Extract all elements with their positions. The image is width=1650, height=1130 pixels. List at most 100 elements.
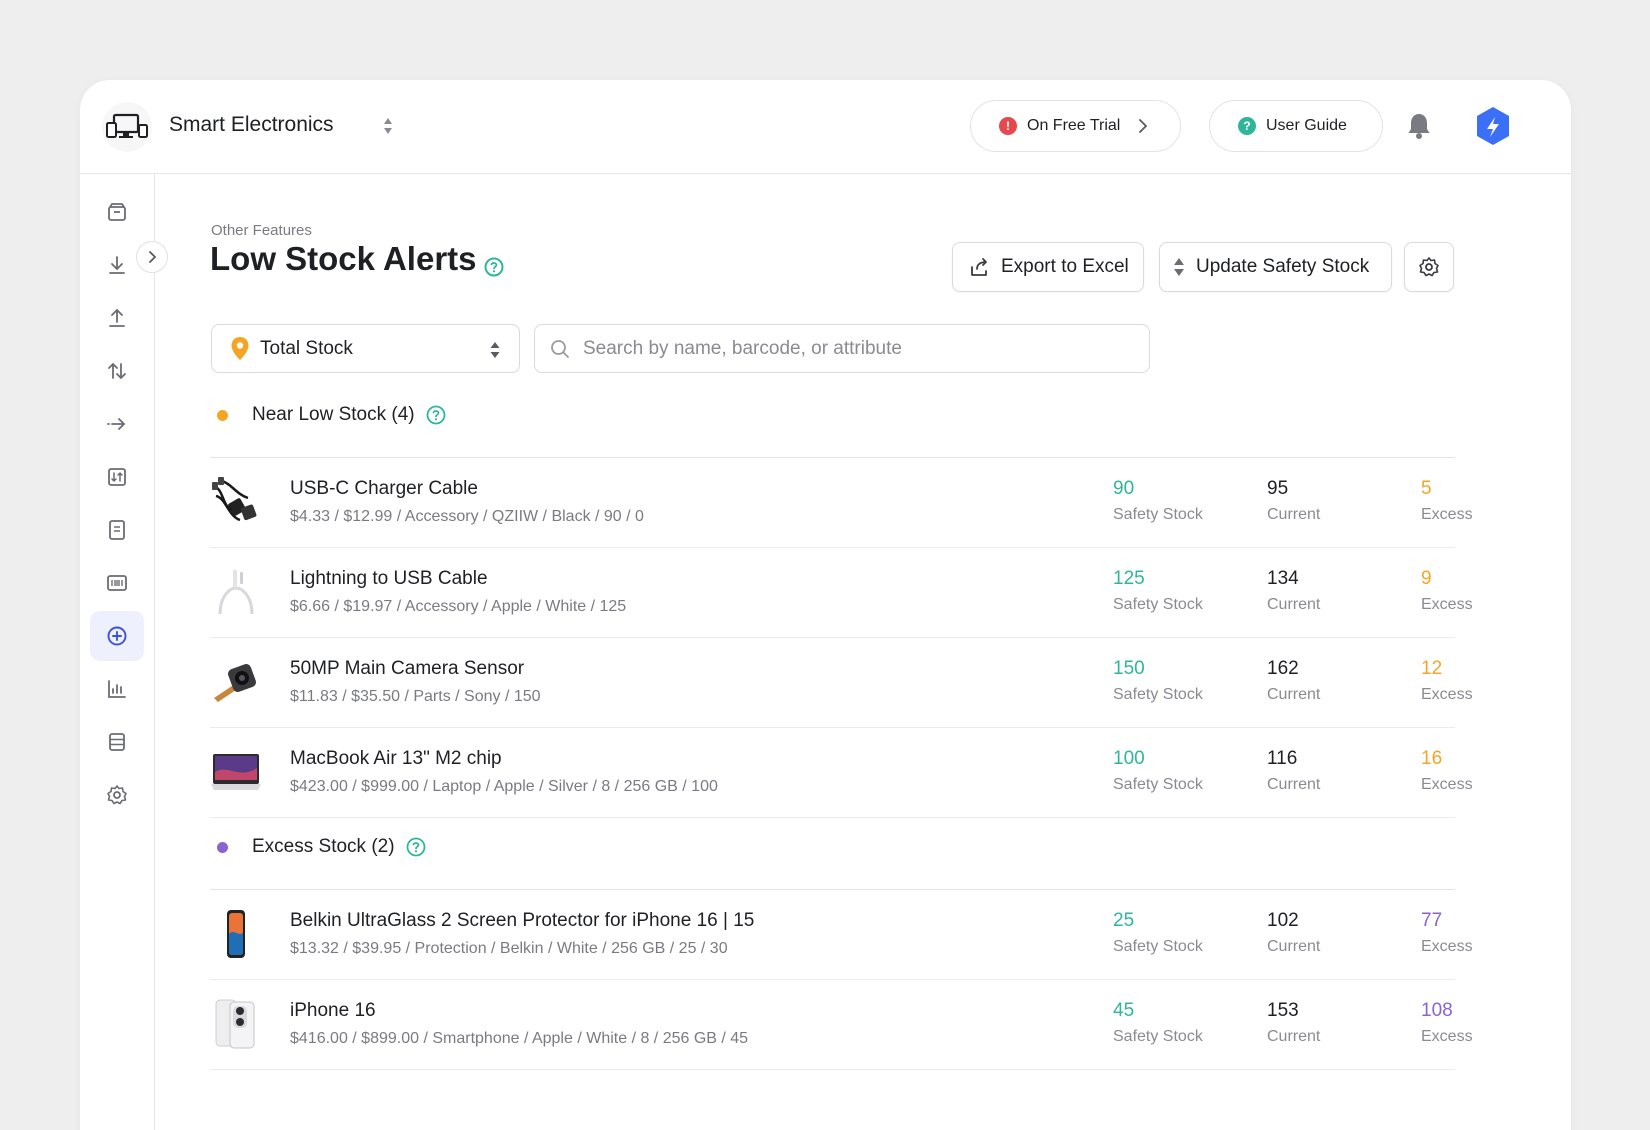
search-field[interactable]	[534, 324, 1150, 373]
bell-icon[interactable]	[1407, 112, 1431, 140]
safety-stock-value: 90	[1113, 478, 1135, 499]
sidebar-item-reports[interactable]	[90, 664, 144, 714]
current-stock-value: 162	[1267, 658, 1299, 679]
sidebar-item-transfer[interactable]	[90, 346, 144, 396]
status-dot	[217, 841, 228, 853]
product-name[interactable]: 50MP Main Camera Sensor	[290, 658, 525, 679]
excess-stock-cell: 12 Excess	[1421, 658, 1473, 704]
box-icon	[108, 203, 126, 221]
sidebar-item-stock-in[interactable]	[90, 240, 144, 290]
product-thumbnail	[210, 906, 262, 962]
safety-stock-value: 150	[1113, 658, 1145, 679]
store-switcher[interactable]	[380, 110, 396, 142]
settings-icon	[107, 785, 127, 805]
sidebar-item-low-stock[interactable]	[90, 611, 144, 661]
excess-stock-label: Excess	[1421, 1028, 1473, 1045]
search-input[interactable]	[583, 337, 1123, 360]
current-stock-value: 116	[1267, 748, 1298, 769]
help-circle-icon[interactable]	[425, 404, 447, 426]
safety-stock-cell: 150 Safety Stock	[1113, 658, 1203, 704]
sidebar-collapse-button[interactable]	[136, 241, 168, 273]
table-row[interactable]: USB-C Charger Cable $4.33 / $12.99 / Acc…	[210, 458, 1473, 548]
store-logo[interactable]	[102, 102, 152, 152]
current-stock-label: Current	[1267, 686, 1321, 703]
product-name[interactable]: USB-C Charger Cable	[290, 478, 478, 499]
current-stock-cell: 116 Current	[1267, 748, 1320, 794]
section-divider	[210, 889, 1455, 890]
help-circle-icon[interactable]	[483, 256, 505, 278]
iphone-image	[215, 999, 255, 1049]
current-stock-value: 134	[1267, 568, 1299, 589]
excess-stock-cell: 9 Excess	[1421, 568, 1473, 614]
product-name[interactable]: iPhone 16	[290, 1000, 376, 1021]
current-stock-cell: 95 Current	[1267, 478, 1320, 524]
safety-stock-label: Safety Stock	[1113, 776, 1203, 793]
table-row[interactable]: iPhone 16 $416.00 / $899.00 / Smartphone…	[210, 980, 1473, 1070]
excess-stock-value: 77	[1421, 910, 1443, 931]
safety-stock-cell: 25 Safety Stock	[1113, 910, 1203, 956]
excess-stock-cell: 16 Excess	[1421, 748, 1473, 794]
sidebar-item-inventory[interactable]	[90, 187, 144, 237]
sidebar-item-barcode[interactable]	[90, 558, 144, 608]
safety-stock-value: 125	[1113, 568, 1145, 589]
free-trial-label: On Free Trial	[1027, 117, 1121, 134]
breadcrumb[interactable]: Other Features	[211, 222, 312, 239]
table-row[interactable]: Lightning to USB Cable $6.66 / $19.97 / …	[210, 548, 1473, 638]
screen-protector-image	[227, 910, 245, 958]
product-name[interactable]: Lightning to USB Cable	[290, 568, 488, 589]
excess-stock-value: 5	[1421, 478, 1432, 499]
product-meta: $4.33 / $12.99 / Accessory / QZIIW / Bla…	[290, 508, 644, 525]
product-name[interactable]: MacBook Air 13" M2 chip	[290, 748, 502, 769]
sort-arrows-icon	[490, 342, 500, 358]
sidebar-item-documents[interactable]	[90, 505, 144, 555]
excess-stock-label: Excess	[1421, 776, 1473, 793]
safety-stock-cell: 90 Safety Stock	[1113, 478, 1203, 524]
devices-icon	[106, 113, 148, 138]
user-guide-button[interactable]: ? User Guide	[1209, 100, 1383, 152]
product-meta: $13.32 / $39.95 / Protection / Belkin / …	[290, 940, 728, 957]
safety-stock-cell: 125 Safety Stock	[1113, 568, 1203, 614]
safety-stock-cell: 45 Safety Stock	[1113, 1000, 1203, 1046]
current-stock-value: 153	[1267, 1000, 1299, 1021]
location-select-value: Total Stock	[260, 337, 353, 359]
top-header: Smart Electronics ! On Free Trial ? User…	[80, 80, 1571, 174]
excess-stock-cell: 5 Excess	[1421, 478, 1473, 524]
update-safety-stock-button[interactable]: Update Safety Stock	[1159, 242, 1392, 292]
near-low-stock-title: Near Low Stock (4)	[252, 404, 415, 425]
table-row[interactable]: MacBook Air 13" M2 chip $423.00 / $999.0…	[210, 728, 1473, 818]
location-select[interactable]: Total Stock	[211, 324, 520, 373]
lightning-cable-image	[218, 570, 254, 615]
chevron-right-icon	[149, 251, 157, 263]
product-name[interactable]: Belkin UltraGlass 2 Screen Protector for…	[290, 910, 755, 931]
excess-stock-label: Excess	[1421, 938, 1473, 955]
upload-icon	[109, 308, 125, 327]
product-meta: $6.66 / $19.97 / Accessory / Apple / Whi…	[290, 598, 627, 615]
current-stock-cell: 134 Current	[1267, 568, 1320, 614]
product-meta: $423.00 / $999.00 / Laptop / Apple / Sil…	[290, 778, 718, 795]
help-circle-icon[interactable]	[405, 836, 427, 858]
transfer-icon	[108, 362, 126, 380]
sidebar-item-move[interactable]	[90, 399, 144, 449]
free-trial-button[interactable]: ! On Free Trial	[970, 100, 1181, 152]
app-window: Smart Electronics ! On Free Trial ? User…	[80, 80, 1571, 1130]
page-settings-button[interactable]	[1404, 242, 1454, 292]
excess-stock-title: Excess Stock (2)	[252, 836, 395, 857]
excess-stock-value: 9	[1421, 568, 1432, 589]
camera-sensor-image	[214, 664, 256, 702]
current-stock-label: Current	[1267, 1028, 1321, 1045]
update-label: Update Safety Stock	[1196, 256, 1370, 277]
status-dot	[217, 409, 228, 421]
excess-stock-label: Excess	[1421, 686, 1473, 703]
store-name[interactable]: Smart Electronics	[169, 113, 334, 136]
sidebar-item-stock-out[interactable]	[90, 293, 144, 343]
table-row[interactable]: Belkin UltraGlass 2 Screen Protector for…	[210, 890, 1473, 980]
avatar[interactable]	[1475, 106, 1511, 146]
sidebar-item-database[interactable]	[90, 717, 144, 767]
sidebar-item-settings[interactable]	[90, 770, 144, 820]
bar-chart-icon	[108, 680, 126, 698]
export-to-excel-button[interactable]: Export to Excel	[952, 242, 1144, 292]
sidebar-item-adjust[interactable]	[90, 452, 144, 502]
safety-stock-value: 100	[1113, 748, 1145, 769]
table-row[interactable]: 50MP Main Camera Sensor $11.83 / $35.50 …	[210, 638, 1473, 728]
current-stock-cell: 162 Current	[1267, 658, 1320, 704]
